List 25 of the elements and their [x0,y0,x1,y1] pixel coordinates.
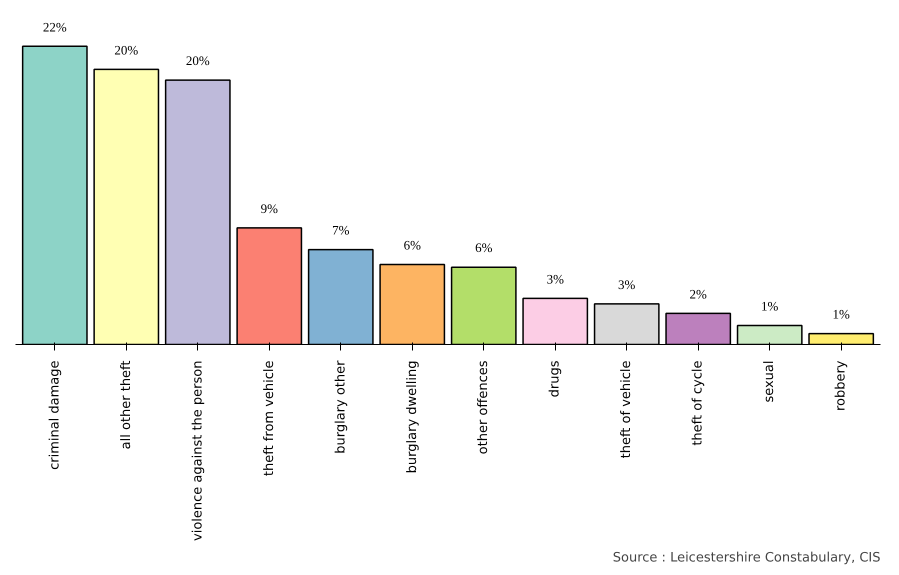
x-tick-label: sexual [762,360,778,403]
data-label: 2% [690,286,708,302]
x-tick-label: other offences [476,360,492,454]
x-tick-label: violence against the person [190,360,206,541]
x-tick-label: theft of cycle [690,360,706,446]
x-tick-label: criminal damage [47,360,62,470]
source-note: Source : Leicestershire Constabulary, CIS [612,550,881,566]
data-label: 6% [404,238,422,253]
data-label: 9% [260,200,278,216]
x-tick-label: burglary dwelling [404,360,420,474]
x-tick-label: robbery [834,360,849,412]
x-tick-label: drugs [548,360,563,398]
x-tick-label: burglary other [333,360,348,454]
x-tick-label: theft of vehicle [619,360,634,458]
data-label: 1% [761,298,779,314]
data-label: 20% [186,53,210,68]
data-label: 3% [618,276,636,292]
x-tick-label: all other theft [118,360,134,450]
x-tick-label: theft from vehicle [262,360,277,476]
data-label: 6% [475,240,493,256]
data-label: 1% [832,306,850,322]
data-label: 3% [546,271,564,286]
data-label: 22% [42,19,67,34]
data-label: 20% [114,42,138,58]
data-label: 7% [332,222,350,238]
